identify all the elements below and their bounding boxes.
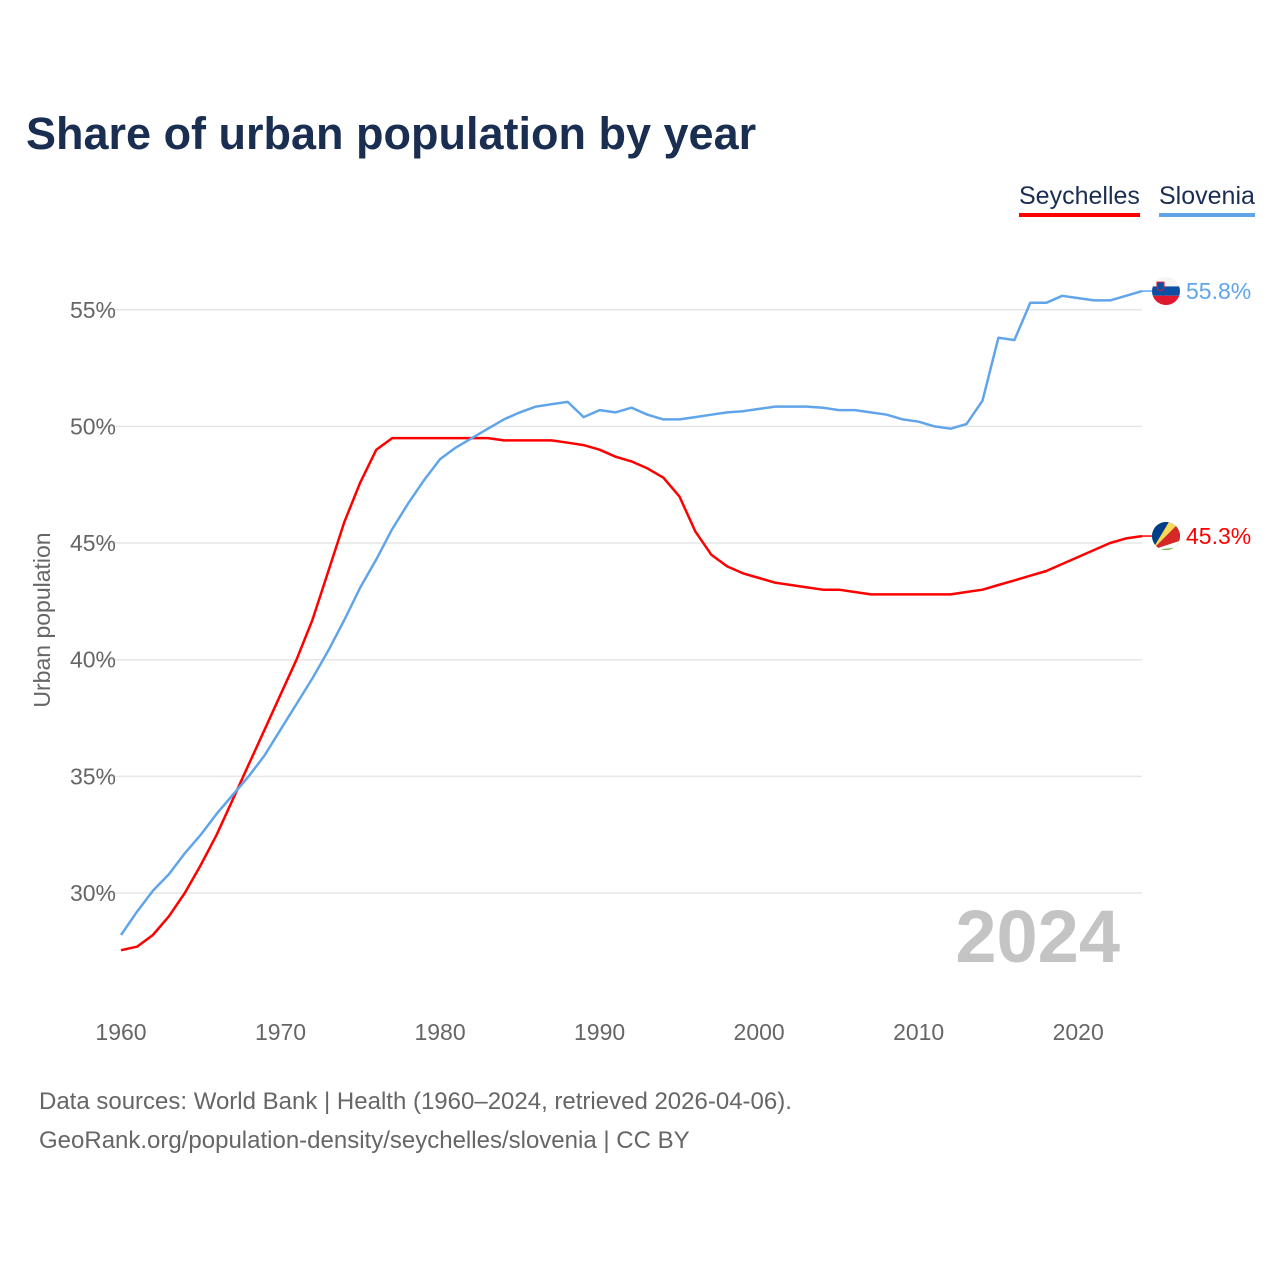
legend-item-slovenia[interactable]: Slovenia	[1159, 182, 1255, 217]
x-tick-label: 1970	[255, 1019, 306, 1045]
y-tick-label: 50%	[70, 413, 116, 439]
x-tick-label: 1990	[574, 1019, 625, 1045]
series-line-slovenia[interactable]	[119, 289, 1143, 936]
chart-title: Share of urban population by year	[26, 108, 757, 159]
end-value-label-seychelles: 45.3%	[1186, 523, 1251, 549]
y-tick-label: 55%	[70, 297, 116, 323]
x-tick-label: 1980	[414, 1019, 465, 1045]
end-value-label-slovenia: 55.8%	[1186, 278, 1251, 304]
x-tick-label: 2010	[893, 1019, 944, 1045]
x-tick-label: 2000	[734, 1019, 785, 1045]
y-tick-label: 35%	[70, 763, 116, 789]
year-watermark: 2024	[955, 895, 1120, 978]
footer-sources: Data sources: World Bank | Health (1960–…	[39, 1088, 792, 1115]
flag-icon-seychelles	[1152, 522, 1180, 551]
y-tick-label: 30%	[70, 880, 116, 906]
y-axis-label: Urban population	[29, 532, 55, 707]
y-tick-label: 45%	[70, 530, 116, 556]
y-tick-label: 40%	[70, 647, 116, 673]
x-tick-label: 1960	[95, 1019, 146, 1045]
series-line-seychelles[interactable]	[120, 436, 1143, 952]
legend-item-seychelles[interactable]: Seychelles	[1019, 182, 1140, 217]
footer-attribution[interactable]: GeoRank.org/population-density/seychelle…	[39, 1127, 690, 1154]
flag-icon-slovenia	[1152, 277, 1180, 306]
x-tick-label: 2020	[1053, 1019, 1104, 1045]
